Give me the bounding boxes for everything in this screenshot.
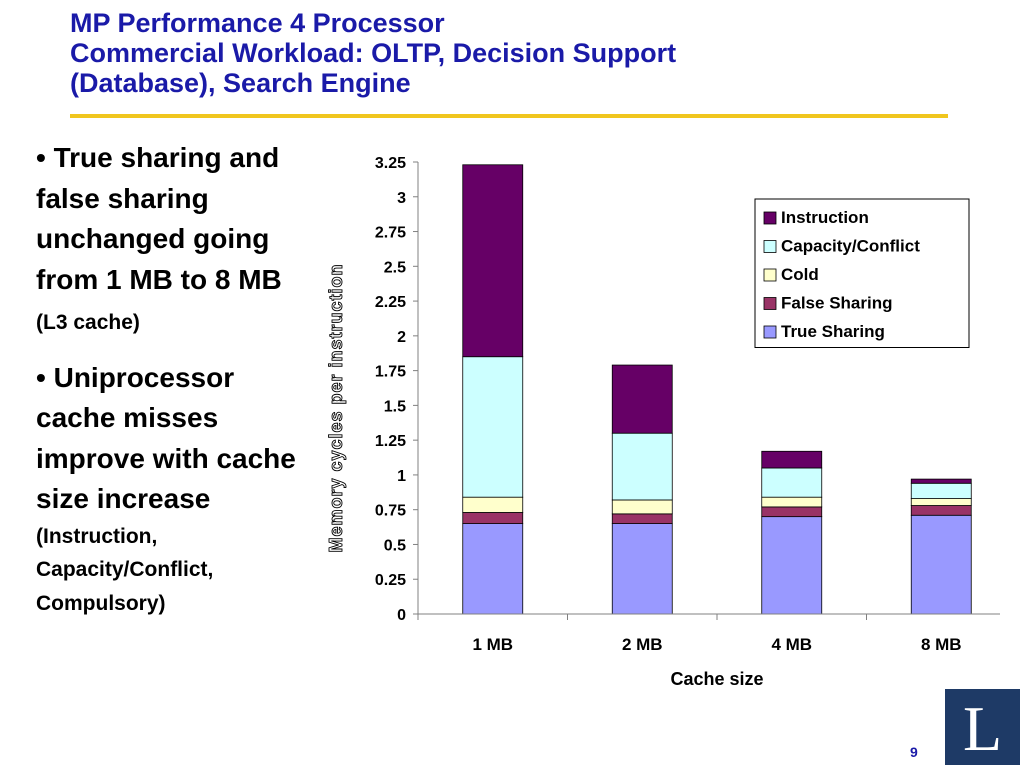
- bar-segment-instruction: [462, 164, 524, 358]
- legend-box: [754, 198, 970, 348]
- y-tick-label: 2: [397, 329, 406, 346]
- bars-layer: [462, 164, 972, 615]
- stacked-bar-chart: 0 0.25 0.5 0.75 1 1.25 1.5 1.75 2 2.25 2.5 2.75 3 3.2…: [326, 155, 1000, 689]
- x-tick-label: 2 MB: [622, 635, 663, 654]
- bar-segment-true-sharing: [611, 523, 673, 615]
- slide-title: MP Performance 4 Processor Commercial Wo…: [70, 8, 676, 98]
- y-axis-ticks: 0 0.25 0.5 0.75 1 1.25 1.5 1.75 2 2.25 2.5 2.75 3 3.2…: [375, 155, 418, 624]
- bar-segment-true-sharing: [910, 514, 972, 615]
- title-underline: [70, 114, 948, 118]
- legend-swatch: [763, 268, 777, 282]
- x-axis-ticks: 1 MB 2 MB 4 MB 8 MB: [417, 614, 962, 654]
- bar-segment-false-sharing: [462, 512, 524, 525]
- y-tick-label: 0.5: [384, 537, 406, 554]
- bar-segment-cold: [761, 496, 823, 508]
- bullet-marker: •: [36, 142, 46, 173]
- y-tick-label: 0: [397, 607, 406, 624]
- bar-segment-cold: [462, 496, 524, 513]
- legend-swatch: [763, 297, 777, 310]
- y-tick-label: 2.75: [375, 225, 406, 242]
- legend-label: Cold: [781, 265, 819, 284]
- title-line-1: MP Performance 4 Processor: [70, 8, 445, 38]
- bar-segment-capacity-conflict: [611, 432, 673, 501]
- y-axis-title: Memory cycles per instruction: [326, 263, 346, 552]
- x-tick-label: 8 MB: [921, 635, 962, 654]
- bar-segment-cold: [611, 499, 673, 515]
- bullet-list: • True sharing and false sharing unchang…: [36, 138, 321, 620]
- legend-swatch: [763, 211, 777, 225]
- bar-segment-cold: [910, 498, 972, 506]
- y-tick-label: 0.25: [375, 572, 406, 589]
- bar-segment-capacity-conflict: [761, 467, 823, 498]
- legend-label: False Sharing: [781, 294, 892, 313]
- bullet-item-uniprocessor: • Uniprocessor cache misses improve with…: [36, 358, 321, 621]
- legend-label: Instruction: [781, 208, 869, 227]
- bullet-text: True sharing and false sharing unchanged…: [36, 142, 282, 295]
- y-tick-label: 0.75: [375, 503, 406, 520]
- bar-segment-capacity-conflict: [910, 482, 972, 499]
- bullet-item-sharing: • True sharing and false sharing unchang…: [36, 138, 321, 344]
- bar-segment-false-sharing: [910, 505, 972, 516]
- legend-label: True Sharing: [781, 322, 885, 341]
- bar-segment-instruction: [910, 478, 972, 484]
- university-logo: L: [945, 689, 1020, 765]
- legend-label: Capacity/Conflict: [781, 237, 920, 256]
- bullet-note: (Instruction, Capacity/Conflict, Compuls…: [36, 524, 214, 615]
- x-axis-title: Cache size: [670, 669, 763, 689]
- y-tick-label: 1.75: [375, 364, 406, 381]
- legend-swatch: [763, 325, 777, 339]
- bar-segment-true-sharing: [462, 523, 524, 615]
- y-tick-label: 3.25: [375, 155, 406, 172]
- bar-segment-true-sharing: [761, 516, 823, 615]
- bullet-note: (L3 cache): [36, 311, 140, 334]
- chart-legend: Instruction Capacity/Conflict Cold False Sh…: [754, 198, 970, 348]
- page-number: 9: [910, 744, 918, 760]
- bullet-text: Uniprocessor cache misses improve with c…: [36, 361, 296, 515]
- bar-segment-capacity-conflict: [462, 356, 524, 498]
- bar-segment-false-sharing: [611, 513, 673, 525]
- y-tick-label: 1.5: [384, 398, 406, 415]
- y-tick-label: 1.25: [375, 433, 406, 450]
- title-line-3: (Database), Search Engine: [70, 68, 411, 98]
- y-tick-label: 3: [397, 190, 406, 207]
- x-tick-label: 1 MB: [472, 635, 513, 654]
- legend-swatch: [763, 240, 777, 253]
- bar-segment-instruction: [761, 450, 823, 469]
- logo-letter: L: [962, 693, 1003, 764]
- y-tick-label: 2.5: [384, 259, 406, 276]
- bullet-marker: •: [36, 361, 46, 393]
- x-tick-label: 4 MB: [771, 635, 812, 654]
- bar-segment-instruction: [611, 364, 673, 434]
- title-line-2: Commercial Workload: OLTP, Decision Supp…: [70, 38, 677, 68]
- y-tick-label: 1: [397, 468, 406, 485]
- bar-segment-false-sharing: [761, 506, 823, 518]
- y-tick-label: 2.25: [375, 294, 406, 311]
